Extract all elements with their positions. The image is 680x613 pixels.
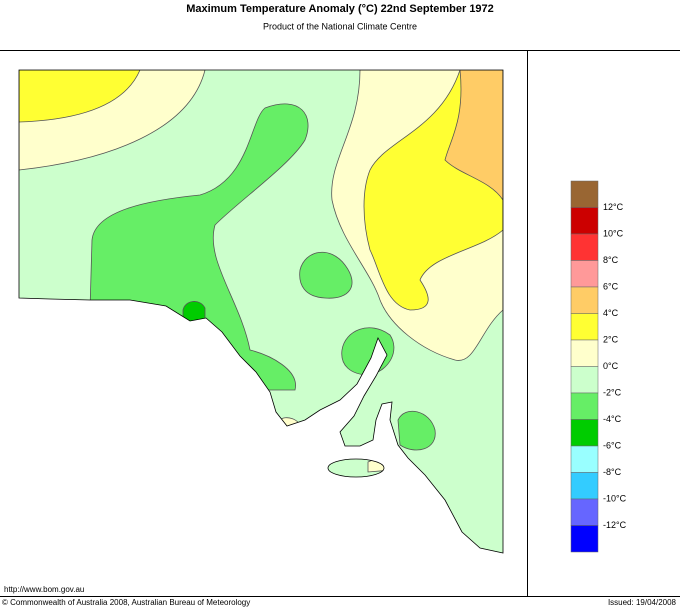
legend-swatch — [570, 260, 599, 288]
legend-label: -6°C — [603, 440, 622, 450]
legend-swatch — [570, 286, 599, 314]
legend-swatch — [570, 472, 599, 500]
anomaly-map — [19, 70, 503, 553]
legend-label: -4°C — [603, 414, 622, 424]
title: Maximum Temperature Anomaly (°C) 22nd Se… — [186, 3, 494, 15]
legend-swatch — [570, 366, 599, 394]
legend-swatch — [570, 233, 599, 261]
legend-label: -12°C — [603, 520, 627, 530]
legend-label: 4°C — [603, 308, 619, 318]
subtitle: Product of the National Climate Centre — [263, 21, 417, 31]
legend-label: -2°C — [603, 387, 622, 397]
legend-swatch — [570, 207, 599, 235]
legend-label: 6°C — [603, 281, 619, 291]
legend-label: 2°C — [603, 334, 619, 344]
legend-swatch — [570, 339, 599, 367]
legend-swatch — [570, 498, 599, 526]
legend-swatch — [570, 313, 599, 341]
legend-label: 8°C — [603, 255, 619, 265]
legend: 12°C 10°C 8°C 6°C 4°C 2°C 0°C -2°C -4°C -6°C -8°C -… — [570, 180, 627, 553]
legend-swatch — [570, 445, 599, 473]
legend-label: 12°C — [603, 202, 624, 212]
legend-swatch — [570, 419, 599, 447]
source-url: http://www.bom.gov.au — [4, 585, 84, 594]
copyright: © Commonwealth of Australia 2008, Austra… — [2, 598, 250, 607]
legend-swatch — [570, 392, 599, 420]
kangaroo-island — [327, 458, 385, 478]
legend-label: -8°C — [603, 467, 622, 477]
legend-label: -10°C — [603, 493, 627, 503]
frame — [0, 50, 680, 597]
legend-swatch — [570, 180, 599, 208]
legend-swatch — [570, 525, 599, 553]
legend-label: 10°C — [603, 228, 624, 238]
legend-label: 0°C — [603, 361, 619, 371]
issued-date: Issued: 19/04/2008 — [608, 598, 677, 607]
